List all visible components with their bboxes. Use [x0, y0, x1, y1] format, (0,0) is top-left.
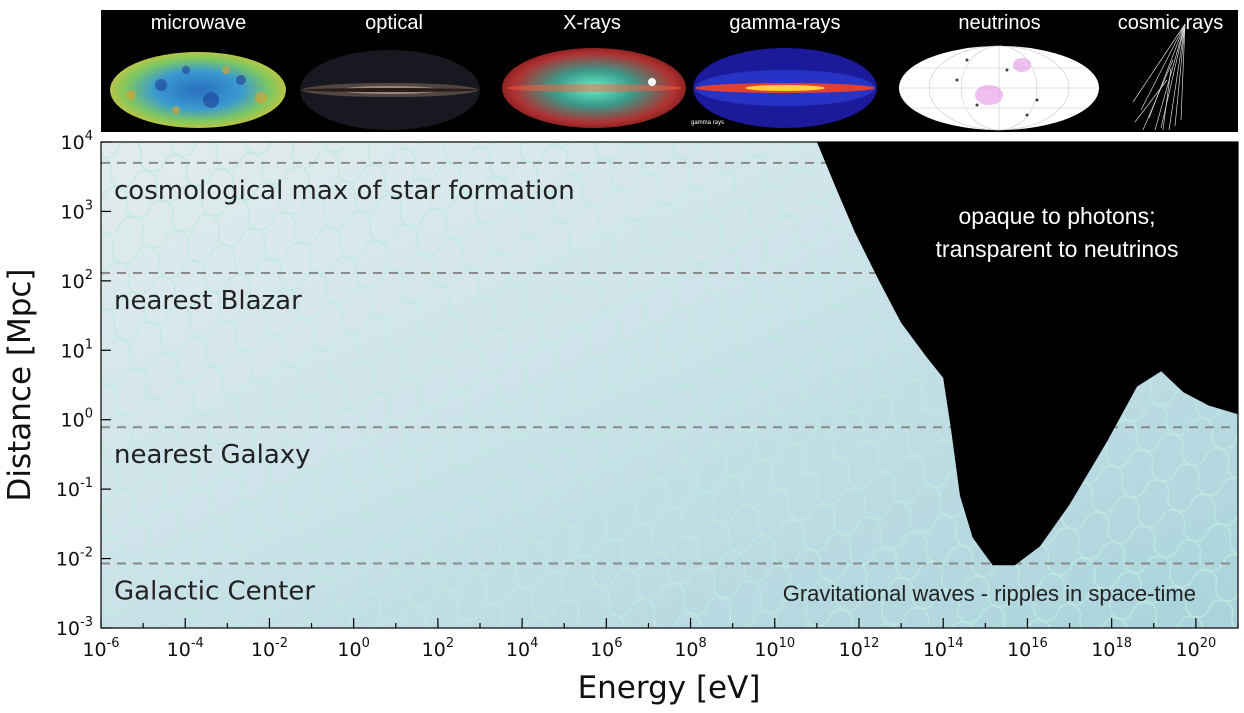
x-tick-label: 10-4: [167, 636, 204, 661]
x-tick-label: 106: [590, 636, 622, 661]
reference-labels: cosmological max of star formation neares…: [114, 176, 575, 607]
x-tick-label: 104: [506, 636, 538, 661]
x-tick-label: 1012: [839, 636, 880, 661]
x-tick-label: 100: [337, 636, 369, 661]
x-tick-label: 108: [674, 636, 706, 661]
reference-label: Galactic Center: [114, 576, 315, 606]
xray-map-image: [502, 48, 686, 128]
y-tick-label: 10-2: [56, 546, 93, 571]
plot-frame: [100, 141, 1239, 629]
gamma-rays-panel: gamma-rays gamma rays: [689, 10, 881, 132]
x-tick-label: 102: [422, 636, 454, 661]
y-tick-label: 10-3: [56, 615, 93, 640]
gamma-ray-map-image: [693, 48, 877, 128]
cosmic-rays-label: cosmic rays: [1117, 12, 1224, 34]
cosmic-rays-panel: cosmic rays: [1103, 10, 1238, 132]
y-axis-label: Distance [Mpc]: [2, 268, 38, 501]
x-tick-label: 1018: [1091, 636, 1132, 661]
microwave-label: microwave: [150, 12, 247, 34]
y-tick-label: 102: [61, 268, 93, 293]
gamma-rays-label: gamma-rays: [729, 12, 841, 34]
x-tick-label: 1010: [754, 636, 795, 661]
y-tick-label: 100: [61, 407, 93, 432]
x-tick-label: 10-2: [251, 636, 288, 661]
reference-label: nearest Galaxy: [114, 440, 311, 470]
x-axis: 10-6 10-4 10-2 100 102 104 106 108 1010 1012 1014 1…: [82, 618, 1239, 661]
optical-panel: optical: [298, 10, 490, 132]
neutrinos-panel: neutrinos: [897, 10, 1102, 132]
reference-label: cosmological max of star formation: [114, 176, 575, 206]
x-tick-label: 10-6: [82, 636, 119, 661]
xrays-panel: X-rays: [497, 10, 687, 132]
xrays-label: X-rays: [563, 12, 621, 34]
x-tick-label: 1020: [1176, 636, 1217, 661]
x-tick-label: 1014: [923, 636, 964, 661]
reference-label: nearest Blazar: [114, 286, 302, 316]
y-axis: 10-3 10-2 10-1 100 101 102 103 104: [56, 129, 111, 640]
opaque-annotation-line1: opaque to photons;: [959, 203, 1156, 229]
x-tick-label: 1016: [1007, 636, 1048, 661]
microwave-panel: microwave: [101, 10, 296, 132]
gravitational-waves-annotation: Gravitational waves - ripples in space-t…: [783, 581, 1196, 606]
y-tick-label: 10-1: [56, 476, 93, 501]
opaque-region: [816, 142, 1238, 566]
y-tick-label: 101: [61, 337, 93, 362]
neutrino-map-image: [899, 45, 1099, 131]
optical-map-image: [300, 50, 480, 130]
y-tick-label: 103: [61, 198, 93, 223]
cosmic-ray-shower-image: [1132, 23, 1186, 131]
neutrinos-label: neutrinos: [958, 12, 1041, 34]
sky-map-banner: microwave optical X-rays: [101, 10, 1238, 132]
gamma-rays-caption: gamma rays: [691, 120, 725, 126]
microwave-map-image: [110, 52, 286, 128]
optical-label: optical: [365, 12, 423, 34]
opaque-annotation-line2: transparent to neutrinos: [936, 236, 1179, 262]
x-axis-label: Energy [eV]: [578, 670, 761, 706]
y-tick-label: 104: [61, 129, 93, 154]
